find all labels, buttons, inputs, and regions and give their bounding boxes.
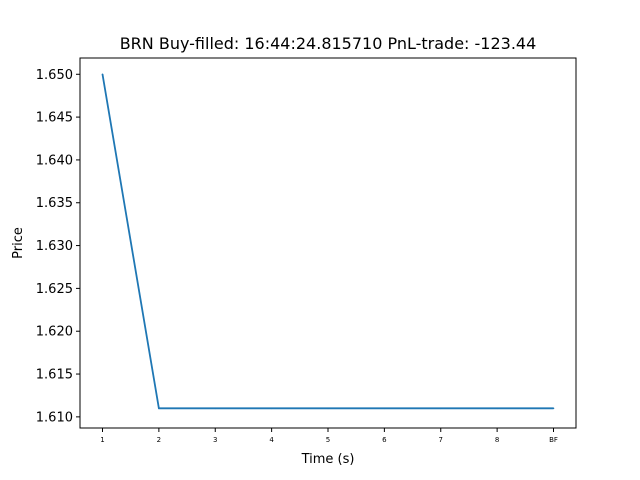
x-axis-label: Time (s): [301, 452, 355, 467]
y-tick-label: 1.635: [36, 196, 73, 211]
chart-title: BRN Buy-filled: 16:44:24.815710 PnL-trad…: [120, 34, 537, 53]
x-tick-label: 5: [326, 436, 330, 444]
x-axis: 1 2 3 4 5 6 7 8 BF: [100, 428, 558, 444]
data-point: [158, 407, 160, 410]
data-point: [496, 407, 498, 410]
data-point: [552, 407, 555, 410]
data-point: [439, 407, 442, 410]
y-tick-label: 1.615: [36, 368, 73, 383]
x-tick-label: 6: [382, 436, 387, 444]
x-tick-label: 7: [439, 436, 443, 444]
y-tick-label: 1.620: [36, 325, 73, 340]
x-tick-label: 4: [269, 436, 274, 444]
y-tick-label: 1.610: [36, 410, 73, 425]
x-tick-label: BF: [549, 436, 558, 444]
y-axis-label: Price: [11, 227, 26, 259]
y-tick-label: 1.625: [36, 282, 73, 297]
data-point: [214, 407, 217, 410]
y-tick-label: 1.650: [36, 68, 73, 83]
y-tick-label: 1.645: [36, 111, 73, 126]
x-tick-label: 8: [495, 436, 499, 444]
data-point: [270, 407, 273, 410]
data-point: [383, 407, 386, 410]
y-tick-label: 1.630: [36, 239, 73, 254]
x-tick-label: 3: [213, 436, 217, 444]
series-layer: [101, 73, 555, 410]
y-axis: 1.610 1.615 1.620 1.625 1.630 1.635 1.640 1.645…: [36, 68, 80, 425]
x-tick-label: 2: [157, 436, 161, 444]
x-tick-label: 1: [100, 436, 104, 444]
data-point: [327, 407, 329, 410]
data-point: [101, 73, 104, 76]
y-tick-label: 1.640: [36, 153, 73, 168]
